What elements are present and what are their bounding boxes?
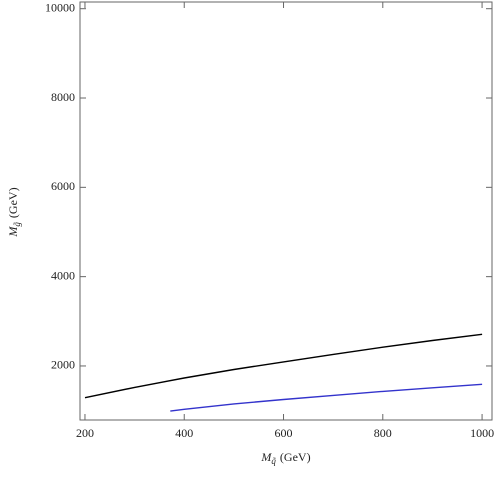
y-label-unit: (GeV) [6, 187, 20, 218]
x-label-symbol: M [260, 450, 272, 464]
x-label-unit: (GeV) [280, 450, 311, 464]
y-label-sub: g̃ [12, 222, 22, 227]
series-line [170, 383, 483, 412]
x-label-sub: q̃ [271, 456, 276, 466]
y-tick-label: 10000 [45, 0, 75, 14]
y-tick-label: 8000 [51, 90, 75, 104]
y-tick-label: 2000 [51, 358, 75, 372]
series-line [84, 333, 483, 399]
x-tick-label: 800 [374, 426, 392, 440]
y-tick-label: 6000 [51, 179, 75, 193]
plot-frame [79, 1, 493, 421]
y-axis-label: Mg̃ (GeV) [6, 187, 22, 237]
x-tick-label: 1000 [470, 426, 494, 440]
y-tick-label: 4000 [51, 268, 75, 282]
x-tick-label: 200 [76, 426, 94, 440]
x-tick-label: 400 [175, 426, 193, 440]
x-axis-label: Mq̃ (GeV) [260, 450, 310, 466]
y-label-symbol: M [6, 226, 20, 238]
x-tick-label: 600 [275, 426, 293, 440]
